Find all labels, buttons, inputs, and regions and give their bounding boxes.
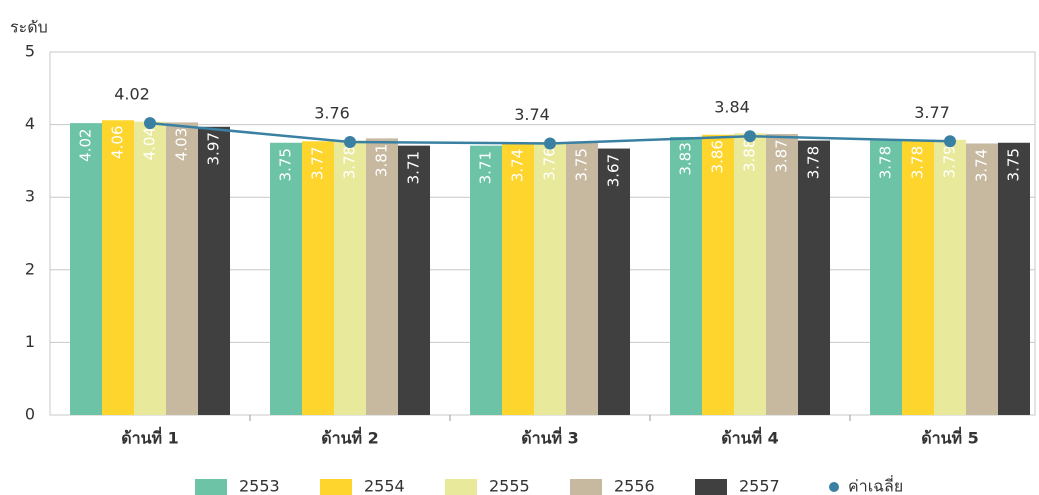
data-label: 3.84: [714, 98, 750, 117]
data-label: 4.02: [77, 128, 95, 161]
bar: [998, 142, 1030, 415]
legend-label: 2554: [364, 477, 405, 495]
data-label: 3.74: [514, 105, 550, 124]
average-point: [944, 135, 956, 148]
bar: [398, 145, 430, 416]
data-label: 3.76: [541, 147, 559, 180]
y-tick-label: 2: [25, 259, 35, 278]
bar: [598, 148, 630, 416]
data-label: 3.78: [805, 146, 823, 179]
data-label: 3.77: [309, 147, 327, 180]
bar: [302, 141, 334, 415]
x-tick-label: ด้านที่ 5: [921, 427, 979, 448]
data-label: 3.74: [973, 149, 991, 182]
bar: [198, 126, 230, 415]
legend-label: 2553: [239, 477, 280, 495]
y-tick-label: 3: [25, 187, 35, 206]
data-label: 3.78: [877, 146, 895, 179]
bar: [102, 120, 134, 415]
y-axis-label: ระดับ: [10, 18, 48, 37]
bar: [670, 136, 702, 415]
bar: [470, 145, 502, 416]
y-tick-label: 4: [25, 114, 35, 133]
data-label: 3.81: [373, 144, 391, 177]
average-point: [344, 136, 356, 149]
bar: [366, 138, 398, 416]
data-label: 3.83: [677, 142, 695, 175]
data-label: 4.03: [173, 128, 191, 161]
legend-label: 2555: [489, 477, 530, 495]
legend-label: 2556: [614, 477, 655, 495]
x-tick-label: ด้านที่ 4: [721, 427, 779, 448]
x-tick-label: ด้านที่ 3: [521, 427, 579, 448]
legend-marker: [829, 482, 839, 492]
y-tick-label: 1: [25, 332, 35, 351]
bar: [334, 140, 366, 415]
data-label: 3.71: [405, 151, 423, 184]
data-label: 4.04: [141, 127, 159, 160]
average-point: [744, 130, 756, 143]
bar: [734, 133, 766, 415]
bar: [870, 140, 902, 415]
data-label: 3.74: [509, 149, 527, 182]
bar: [70, 123, 102, 415]
legend-swatch: [445, 479, 477, 495]
data-label: 3.79: [941, 145, 959, 178]
data-label: 3.75: [277, 148, 295, 181]
data-label: 3.97: [205, 132, 223, 165]
data-label: 3.75: [1005, 148, 1023, 181]
y-tick-label: 5: [25, 42, 35, 61]
legend-swatch: [195, 479, 227, 495]
data-label: 3.71: [477, 151, 495, 184]
x-tick-label: ด้านที่ 1: [121, 427, 179, 448]
bar: [566, 142, 598, 415]
data-label: 3.87: [773, 139, 791, 172]
average-point: [544, 137, 556, 150]
y-tick-label: 0: [25, 405, 35, 424]
data-label: 4.02: [114, 85, 150, 104]
average-point: [144, 117, 156, 130]
bar: [134, 121, 166, 416]
legend-label: 2557: [739, 477, 780, 495]
data-label: 3.78: [341, 146, 359, 179]
bar: [966, 143, 998, 415]
legend-swatch: [570, 479, 602, 495]
bar: [270, 142, 302, 415]
bar: [534, 142, 566, 416]
data-label: 3.88: [741, 139, 759, 172]
legend-label: ค่าเฉลี่ย: [848, 475, 903, 495]
legend-swatch: [320, 479, 352, 495]
data-label: 3.76: [314, 104, 350, 123]
data-label: 3.86: [709, 140, 727, 173]
bar: [798, 140, 830, 415]
data-label: 3.67: [605, 154, 623, 187]
bar: [166, 122, 198, 415]
bar: [902, 140, 934, 415]
bar: [702, 134, 734, 415]
bar: [766, 134, 798, 415]
data-label: 3.77: [914, 103, 950, 122]
bar: [934, 139, 966, 415]
data-label: 4.06: [109, 126, 127, 159]
x-tick-label: ด้านที่ 2: [321, 427, 379, 448]
data-label: 3.78: [909, 146, 927, 179]
bar: [502, 143, 534, 415]
data-label: 3.75: [573, 148, 591, 181]
legend-swatch: [695, 479, 727, 495]
